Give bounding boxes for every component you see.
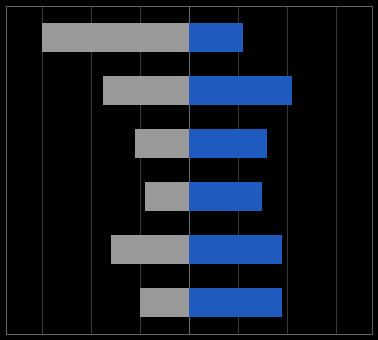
Bar (189, 76, 292, 105)
Bar (111, 235, 189, 264)
Bar (189, 182, 262, 211)
Bar (135, 129, 189, 158)
Bar (140, 288, 189, 317)
Bar (104, 76, 189, 105)
Bar (189, 23, 243, 52)
Bar (189, 235, 282, 264)
Bar (145, 182, 189, 211)
Bar (189, 129, 267, 158)
Bar (42, 23, 189, 52)
Bar (189, 288, 282, 317)
